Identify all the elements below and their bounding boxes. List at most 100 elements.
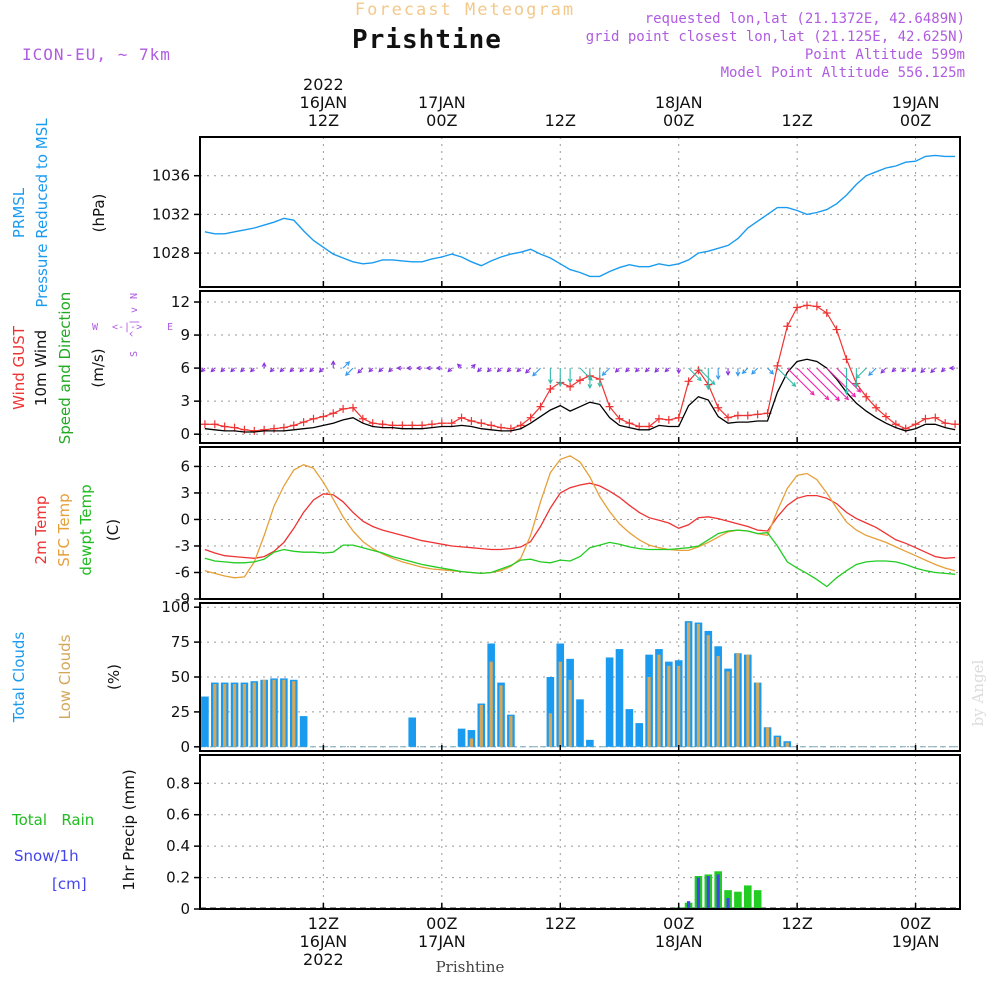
low-clouds-bar (765, 727, 770, 747)
wind-direction-arrowhead (930, 368, 936, 374)
wind-direction-arrow (698, 367, 716, 385)
low-clouds-bar (489, 661, 493, 747)
wind-direction-arrowhead (496, 367, 502, 373)
top-time-label: 18JAN (655, 93, 703, 112)
info-line-grid-point: grid point closest lon,lat (21.125E, 42.… (586, 29, 965, 45)
wind-direction-arrowhead (835, 396, 841, 402)
wind-direction-arrowhead (345, 361, 351, 366)
bottom-time-label: 12Z (781, 914, 812, 933)
temp-label-dewpt: dewpt Temp (77, 484, 95, 575)
wind-gust-marker (566, 382, 575, 391)
wind-gust-marker (477, 419, 486, 428)
low-clouds-bar (785, 742, 789, 747)
total-clouds-bar (625, 709, 634, 747)
precip-legend-snow-unit: [cm] (52, 875, 87, 893)
wind-gust-marker (654, 414, 663, 423)
snow-bar (716, 874, 720, 909)
wind-direction-arrowhead (200, 367, 206, 373)
pressure-line (204, 154, 956, 278)
wind-direction-arrowhead (851, 392, 857, 398)
low-clouds-bar (746, 654, 750, 747)
low-clouds-bar (657, 654, 661, 747)
wind-direction-arrowhead (447, 367, 453, 373)
low-clouds-bar (252, 682, 256, 747)
top-time-label: 17JAN (418, 93, 466, 112)
wind-gust-marker (230, 423, 239, 432)
wind-direction-arrowhead (345, 371, 350, 377)
wind-direction-arrowhead (261, 361, 267, 367)
wind-direction-arrowhead (249, 367, 255, 373)
top-time-label: 00Z (900, 111, 931, 130)
wind-direction-arrow (602, 367, 610, 376)
low-clouds-bar (232, 683, 237, 747)
bottom-time-label: 00Z (663, 914, 694, 933)
total-clouds-bar (457, 728, 466, 747)
low-clouds-bar (696, 623, 701, 747)
wind-gust-marker (289, 421, 298, 430)
low-clouds-bar (223, 683, 227, 747)
grid-layer (200, 137, 960, 910)
wind-direction-arrowhead (309, 367, 314, 373)
wind-direction-arrow (742, 367, 749, 374)
wind-direction-arrowhead (557, 382, 563, 387)
wind-gust-marker (684, 377, 693, 386)
wind-direction-arrowhead (940, 367, 946, 373)
wind-direction-arrowhead (210, 367, 216, 373)
wind-gust-marker (921, 414, 930, 423)
wind-direction-arrow (826, 367, 856, 398)
pressure-label-msl: Pressure Reduced to MSL (33, 118, 51, 308)
bottom-time-label: 00Z (426, 914, 457, 933)
precip-legend-rain: Total Rain (11, 811, 94, 829)
pressure-label-prmsl: PRMSL (10, 187, 28, 238)
total-clouds-bar (605, 657, 614, 747)
temp-dewpt-line (204, 529, 956, 588)
wind-direction-arrowhead (911, 367, 917, 373)
wind-direction-arrowhead (844, 390, 849, 396)
wind-gust-marker (605, 402, 614, 411)
total-clouds-bar (576, 699, 584, 747)
rain-bar (743, 885, 752, 909)
compass-arrow-v: ^ | v (129, 307, 140, 337)
wind-gust-marker (378, 420, 387, 429)
wind-ytick-label: 3 (180, 392, 190, 410)
compass-s: S (129, 351, 140, 357)
low-clouds-bar (548, 713, 552, 747)
bottom-time-label: 12Z (545, 914, 576, 933)
wind-gust-marker (418, 421, 427, 430)
wind-gust-marker (200, 420, 209, 429)
wind-direction-arrowhead (486, 367, 492, 373)
wind-direction-arrowhead (299, 367, 305, 373)
wind-gust-marker (724, 413, 733, 422)
compass-e: E (167, 322, 173, 333)
wind-gust-marker (793, 303, 802, 312)
top-time-label: 12Z (781, 111, 812, 130)
wind-direction-arrowhead (435, 365, 441, 371)
wind-gust-marker (941, 419, 950, 428)
temp-2m-line (204, 482, 956, 559)
bottom-time-label: 19JAN (892, 932, 940, 951)
clouds-ytick-label: 50 (171, 668, 190, 686)
data-layer (200, 154, 960, 909)
wind-direction-arrowhead (289, 367, 295, 373)
wind-direction-arrowhead (891, 367, 897, 373)
temp-unit: (C) (104, 519, 122, 541)
wind-direction-arrowhead (735, 371, 741, 377)
total-clouds-bar (299, 716, 308, 747)
wind-direction-arrowhead (357, 368, 363, 374)
precip-legend-snow: Snow/1h (14, 847, 79, 865)
wind-direction-arrowhead (705, 385, 711, 391)
info-line-model-altitude: Model Point Altitude 556.125m (721, 65, 965, 81)
low-clouds-bar (499, 685, 503, 747)
wind-gust-marker (467, 416, 476, 425)
wind-direction-arrow (688, 367, 702, 381)
wind-gust-marker (358, 414, 367, 423)
wind-direction-arrowhead (406, 365, 411, 371)
wind-gust-marker (408, 421, 417, 430)
wind-gust-marker (250, 426, 259, 435)
pressure-unit: (hPa) (90, 194, 108, 233)
clouds-unit: (%) (105, 664, 123, 690)
low-clouds-bar (677, 665, 681, 747)
precip-ytick-label: 0.2 (166, 869, 190, 887)
wind-direction-arrow (345, 367, 354, 376)
wind-direction-arrowhead (715, 375, 721, 381)
